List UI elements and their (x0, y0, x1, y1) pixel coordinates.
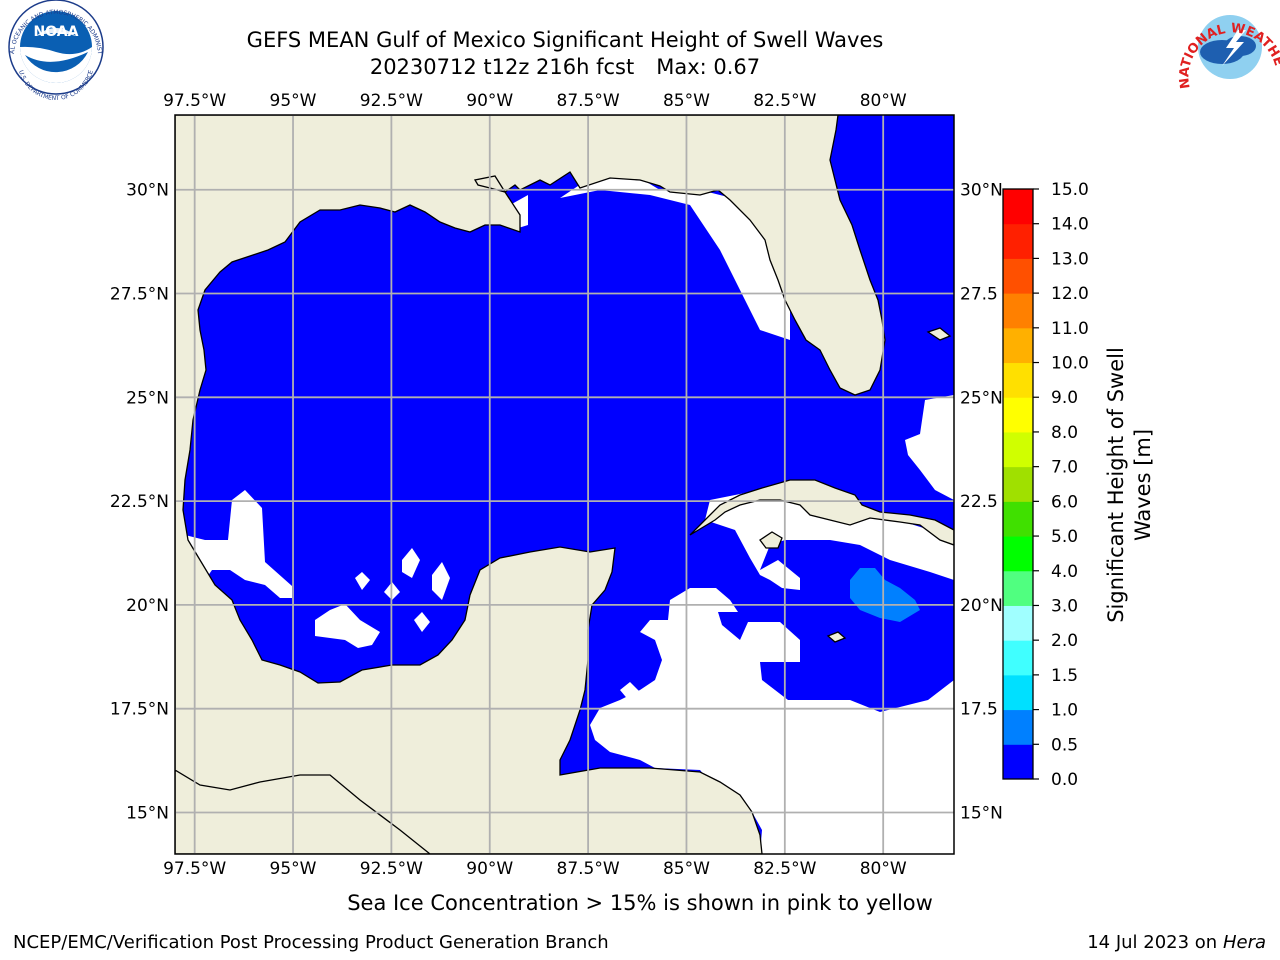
lat-tick-label-right: 15°N (960, 803, 1003, 823)
colorbar-swatch (1003, 709, 1033, 745)
colorbar-level-label: 15.0 (1051, 180, 1089, 200)
lon-tick-label-bottom: 82.5°W (753, 859, 816, 879)
colorbar-level-label: 12.0 (1051, 284, 1089, 304)
chart-title: GEFS MEAN Gulf of Mexico Significant Hei… (246, 28, 884, 52)
lon-tick-label-top: 92.5°W (360, 91, 423, 111)
svg-text:NATIONAL WEATHER SERVICE: NATIONAL WEATHER SERVICE (0, 0, 1280, 90)
credit-text: NCEP/EMC/Verification Post Processing Pr… (13, 932, 609, 953)
colorbar-swatch (1003, 744, 1033, 780)
lon-tick-label-bottom: 87.5°W (557, 859, 620, 879)
colorbar-swatch (1003, 397, 1033, 433)
colorbar-frame (1002, 188, 1034, 780)
jamaica-island (826, 631, 847, 643)
colorbar-level-label: 1.0 (1051, 701, 1078, 721)
lat-tick-label-right: 25°N (960, 388, 1003, 408)
isle-of-youth-land (759, 531, 783, 549)
map-frame (174, 114, 955, 855)
axis-tick-labels: 97.5°W 97.5°W 95°W 95°W 92.5°W 92.5°W 90°W 90°W… (110, 91, 1003, 879)
nws-logo: NATIONAL WEATHER SERVICE (0, 0, 1280, 94)
lat-tick-label-left: 17.5°N (110, 700, 169, 720)
colorbar-swatch (1003, 570, 1033, 606)
lon-tick-label-top: 97.5°W (163, 91, 226, 111)
lat-tick-label-right: 30°N (960, 181, 1003, 201)
lat-tick-label-right: 17.5 (960, 700, 998, 720)
lon-tick-label-top: 80°W (860, 91, 907, 111)
forecast-run-label: 20230712 t12z 216h fcst (369, 55, 635, 79)
colorbar-swatch (1003, 501, 1033, 537)
max-value-label: Max: 0.67 (656, 55, 761, 79)
lon-tick-label-top: 82.5°W (753, 91, 816, 111)
colorbar-swatch (1003, 189, 1033, 225)
colorbar-level-label: 14.0 (1051, 215, 1089, 235)
colorbar-level-label: 7.0 (1051, 458, 1078, 478)
chart-subtitle: 20230712 t12z 216h fcst Max: 0.67 (0, 54, 1130, 80)
lat-tick-label-left: 27.5°N (110, 285, 169, 305)
lon-tick-label-top: 87.5°W (557, 91, 620, 111)
colorbar-level-label: 0.0 (1051, 770, 1078, 790)
lat-tick-label-right: 20°N (960, 596, 1003, 616)
colorbar-level-label: 3.0 (1051, 596, 1078, 616)
colorbar-swatch (1003, 674, 1033, 711)
lon-tick-label-bottom: 95°W (270, 859, 317, 879)
colorbar-swatch (1003, 362, 1033, 398)
colorbar-swatch (1003, 327, 1033, 364)
colorbar-swatch (1003, 431, 1033, 468)
machine-name: Hera (1222, 932, 1266, 953)
sea-ice-caption: Sea Ice Concentration > 15% is shown in … (347, 891, 933, 915)
colorbar-title-line2: Waves [m] (1131, 429, 1155, 541)
lat-tick-label-left: 30°N (126, 181, 169, 201)
lat-tick-label-left: 22.5°N (110, 492, 169, 512)
colorbar-level-label: 4.0 (1051, 562, 1078, 582)
lon-tick-label-top: 95°W (270, 91, 317, 111)
colorbar: 0.0 0.5 1.0 1.5 2.0 3.0 4.0 5.0 6.0 7.0 8.0 9.0 10.0… (1002, 180, 1089, 790)
no-data-regions (185, 178, 954, 854)
colorbar-level-label: 5.0 (1051, 527, 1078, 547)
colorbar-level-label: 6.0 (1051, 492, 1078, 512)
lat-tick-label-right: 27.5 (960, 285, 998, 305)
colorbar-level-label: 9.0 (1051, 388, 1078, 408)
colorbar-swatch (1003, 223, 1033, 259)
lat-tick-label-left: 25°N (126, 388, 169, 408)
lat-tick-label-right: 22.5 (960, 492, 998, 512)
colorbar-swatch (1003, 258, 1033, 294)
cuba-land (689, 479, 954, 546)
lat-tick-label-left: 15°N (126, 803, 169, 823)
colorbar-level-label: 0.5 (1051, 735, 1078, 755)
colorbar-level-label: 8.0 (1051, 423, 1078, 443)
colorbar-level-label: 11.0 (1051, 319, 1089, 339)
colorbar-swatch (1003, 605, 1033, 641)
colorbar-level-label: 13.0 (1051, 249, 1089, 269)
colorbar-level-label: 10.0 (1051, 354, 1089, 374)
lon-tick-label-bottom: 97.5°W (163, 859, 226, 879)
noaa-logo: NOAA NATIONAL OCEANIC AND ATMOSPHERIC AD… (0, 0, 104, 102)
lon-tick-label-bottom: 85°W (663, 859, 710, 879)
lon-tick-label-top: 85°W (663, 91, 710, 111)
map-panel (175, 115, 954, 854)
lon-tick-label-bottom: 92.5°W (360, 859, 423, 879)
lon-tick-label-bottom: 90°W (466, 859, 513, 879)
date-stamp: 14 Jul 2023 on Hera (1087, 932, 1266, 953)
colorbar-swatch (1003, 466, 1033, 502)
lon-tick-label-top: 90°W (466, 91, 513, 111)
colorbar-swatch (1003, 293, 1033, 329)
bahamas-island (926, 327, 952, 341)
colorbar-level-label: 1.5 (1051, 666, 1078, 686)
nws-arc-text: NATIONAL WEATHER SERVICE (0, 0, 1280, 90)
colorbar-level-label: 2.0 (1051, 631, 1078, 651)
gridlines (175, 115, 954, 854)
noaa-center-text: NOAA (34, 24, 79, 40)
colorbar-swatch (1003, 640, 1033, 676)
colorbar-swatch (1003, 536, 1033, 572)
colorbar-title-line1: Significant Height of Swell (1104, 347, 1128, 623)
lon-tick-label-bottom: 80°W (860, 859, 907, 879)
lat-tick-label-left: 20°N (126, 596, 169, 616)
